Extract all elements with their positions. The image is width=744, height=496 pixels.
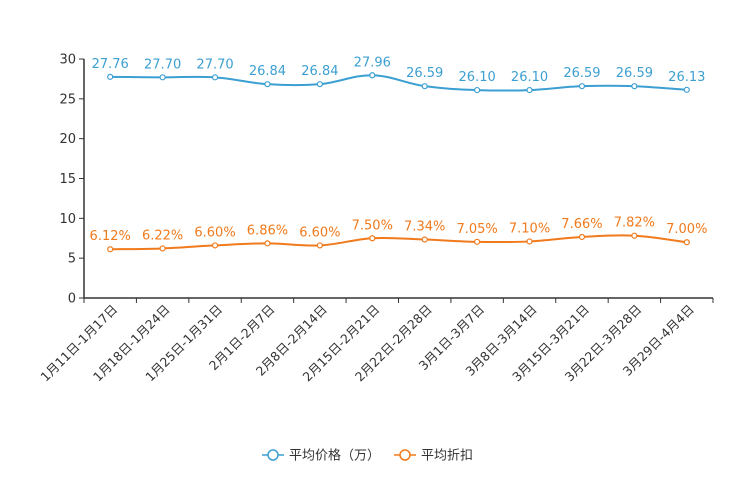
data-label: 6.60% [299, 225, 340, 240]
data-label: 26.59 [616, 66, 653, 81]
data-label: 26.84 [249, 64, 286, 79]
series-line [110, 234, 687, 251]
series-layer: 27.76 27.70 27.70 26.84 26.84 27.96 26.59 26.10… [90, 55, 707, 253]
x-axis: 1月11日-1月17日1月18日-1月24日1月25日-1月31日2月1日-2月… [37, 298, 714, 384]
data-label: 27.70 [144, 57, 181, 72]
data-label: 7.50% [352, 218, 393, 233]
data-label: 7.66% [561, 217, 602, 232]
data-point[interactable] [159, 74, 166, 81]
data-label: 26.84 [301, 64, 338, 79]
data-point[interactable] [631, 83, 638, 90]
data-label: 7.00% [666, 222, 707, 237]
data-point[interactable] [683, 239, 690, 246]
data-point[interactable] [683, 86, 690, 93]
data-label: 7.05% [456, 222, 497, 237]
y-tick-label: 20 [59, 132, 76, 147]
data-point[interactable] [631, 232, 638, 239]
y-tick-label: 0 [68, 292, 76, 307]
data-point[interactable] [316, 81, 323, 88]
legend-item-1[interactable]: 平均价格（万） [262, 448, 380, 464]
data-point[interactable] [107, 246, 114, 253]
data-label: 26.10 [459, 70, 496, 85]
data-point[interactable] [211, 74, 219, 81]
y-tick-label: 25 [59, 92, 76, 107]
data-point[interactable] [421, 83, 428, 90]
data-point[interactable] [316, 242, 323, 249]
data-label: 26.59 [406, 66, 443, 81]
data-label: 7.10% [509, 221, 550, 236]
series-line [110, 74, 687, 92]
data-point[interactable] [421, 236, 428, 243]
data-point[interactable] [526, 86, 533, 94]
data-point[interactable] [474, 238, 481, 245]
data-label: 6.22% [142, 228, 183, 243]
data-point[interactable] [578, 83, 586, 90]
data-point[interactable] [211, 242, 219, 249]
y-tick-label: 30 [59, 53, 76, 68]
legend-label: 平均价格（万） [289, 448, 380, 464]
legend-label: 平均折扣 [421, 449, 473, 464]
series-1: 27.76 27.70 27.70 26.84 26.84 27.96 26.59 26.10… [92, 55, 705, 94]
data-point[interactable] [107, 73, 114, 80]
legend-marker-icon [399, 449, 411, 461]
data-label: 7.82% [614, 216, 655, 231]
data-label: 6.86% [247, 223, 288, 238]
data-label: 6.12% [90, 229, 131, 244]
data-label: 27.96 [354, 55, 391, 70]
data-point[interactable] [526, 238, 533, 245]
y-axis: 0 5 10 15 20 25 30 [59, 53, 84, 307]
data-point[interactable] [264, 240, 271, 247]
data-label: 6.60% [194, 225, 235, 240]
y-tick-label: 10 [59, 212, 76, 227]
data-point[interactable] [369, 72, 376, 79]
legend-marker-icon [267, 449, 279, 461]
data-point[interactable] [578, 233, 586, 241]
data-label: 27.70 [196, 57, 233, 72]
series-2: 6.12% 6.22% 6.60% 6.86% 6.60% 7.50% 7.34% 7.05%… [90, 216, 707, 253]
data-point[interactable] [264, 81, 271, 88]
data-label: 26.10 [511, 70, 548, 85]
data-label: 26.59 [563, 66, 600, 81]
legend-item-2[interactable]: 平均折扣 [394, 449, 473, 464]
legend[interactable]: 平均价格（万） 平均折扣 [262, 448, 473, 464]
y-tick-label: 15 [59, 172, 76, 187]
data-point[interactable] [369, 235, 376, 242]
data-point[interactable] [474, 86, 481, 94]
y-tick-label: 5 [68, 252, 76, 267]
data-label: 7.34% [404, 220, 445, 235]
data-label: 26.13 [668, 70, 705, 85]
data-point[interactable] [159, 245, 166, 252]
data-label: 27.76 [92, 57, 129, 72]
